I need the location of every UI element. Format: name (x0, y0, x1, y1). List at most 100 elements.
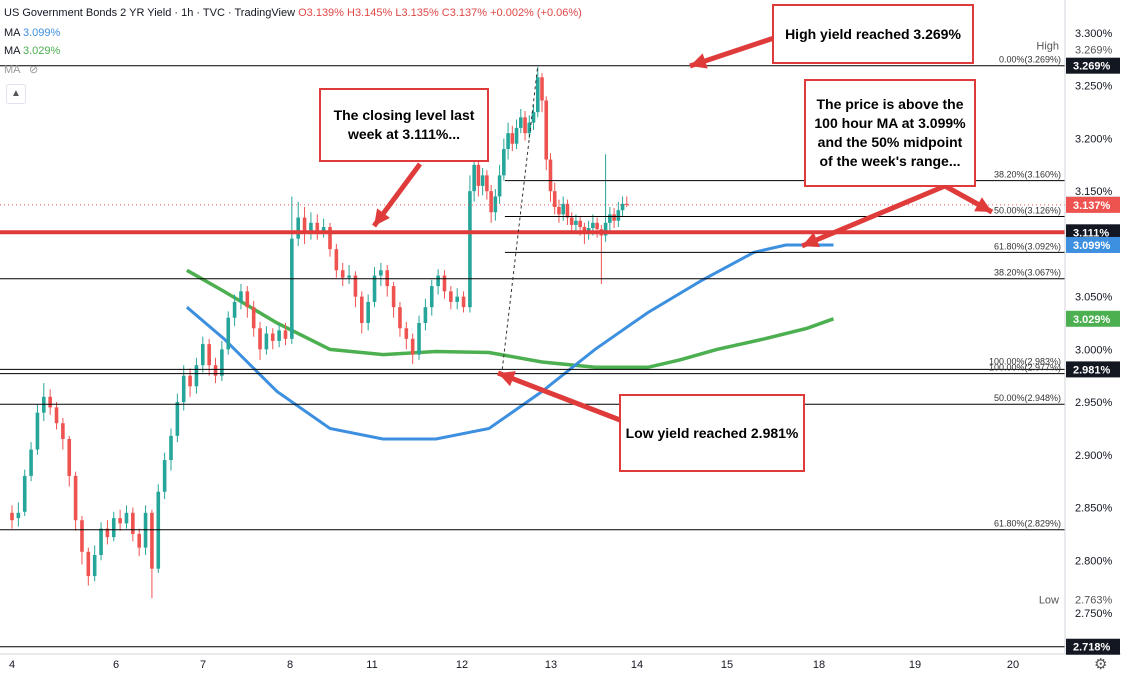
candles (10, 66, 629, 599)
candle-body (360, 296, 364, 323)
candle-body (99, 528, 103, 555)
candle-body (29, 449, 33, 476)
candle-body (162, 460, 167, 492)
candle-body (175, 402, 180, 436)
price-badge (1066, 224, 1120, 241)
candle-body (315, 222, 320, 232)
candle-body (519, 117, 523, 128)
candle-body (404, 328, 409, 339)
candle-body (480, 175, 485, 186)
price-badge (1066, 638, 1120, 655)
level-lines (0, 65, 1065, 648)
candle-body (372, 275, 377, 302)
candle-body (353, 275, 358, 297)
candle-body (302, 217, 307, 234)
ma1-value: 3.099% (22, 27, 61, 39)
candle-body (80, 520, 84, 552)
y-tick-label: 2.800% (1075, 555, 1113, 567)
candle-body (264, 333, 269, 350)
arrow-ma-head (802, 232, 820, 248)
ma2-label: MA (4, 45, 20, 57)
x-tick-label: 12 (456, 659, 468, 671)
x-tick-label: 13 (545, 659, 557, 671)
candle-body (603, 222, 608, 236)
candle-body (54, 407, 59, 424)
settings-gear-icon[interactable]: ⚙ (1094, 656, 1108, 673)
ma3-legend[interactable]: MA ⊘ (4, 63, 38, 76)
candle-body (118, 518, 122, 524)
price-badge (1066, 236, 1120, 253)
ma2-legend[interactable]: MA 3.029% (4, 45, 60, 57)
price-badge-label: 3.029% (1073, 314, 1111, 326)
candle-body (410, 338, 415, 355)
candle-body (328, 227, 332, 250)
annotation-closing: The closing level last week at 3.111%... (319, 88, 489, 162)
arrow-ma (801, 183, 946, 249)
arrow-fib50-head (974, 197, 992, 212)
candle-body (150, 512, 154, 569)
price-badge-label: 3.269% (1073, 61, 1111, 73)
candle-body (296, 217, 300, 239)
candle-body (582, 227, 587, 234)
candle-body (472, 164, 476, 192)
annotation-ma: The price is above the 100 hour MA at 3.… (804, 79, 976, 187)
candle-body (105, 528, 110, 538)
y-tick-label: 3.150% (1075, 186, 1113, 198)
candle-body (468, 191, 472, 308)
arrow-low-head (498, 371, 516, 387)
price-badge (1066, 310, 1120, 327)
trend-line (501, 65, 539, 370)
candle-body (111, 518, 116, 538)
candle-body (557, 207, 561, 215)
price-badge (1066, 361, 1120, 378)
candle-body (61, 423, 65, 439)
y-tick-label: 3.250% (1075, 81, 1113, 93)
candle-body (201, 344, 205, 366)
candle-body (531, 112, 536, 123)
candle-body (429, 286, 434, 308)
candle-body (391, 286, 396, 308)
candle-body (270, 333, 275, 341)
candle-body (258, 328, 262, 350)
candle-body (497, 175, 502, 197)
collapse-legend-button[interactable]: ▲ (6, 84, 26, 104)
price-badge (1066, 57, 1120, 74)
candle-body (137, 533, 141, 548)
fib-label: 100.00%(2.977%) (989, 363, 1061, 373)
symbol-title: US Government Bonds 2 YR Yield · 1h · TV… (4, 7, 296, 19)
candle-body (527, 122, 532, 134)
candle-body (22, 475, 27, 512)
candle-body (544, 100, 549, 160)
fib-label: 50.00%(2.948%) (994, 393, 1061, 403)
candle-body (188, 375, 192, 387)
candle-body (523, 117, 527, 134)
candle-body (506, 133, 510, 149)
fib-label: 61.80%(3.092%) (994, 241, 1061, 251)
y-tick-label: 2.950% (1075, 397, 1113, 409)
fib-label: 100.00%(2.983%) (989, 356, 1061, 366)
ma3-label: MA (4, 64, 20, 76)
candle-body (379, 270, 383, 276)
ma100-line (185, 243, 834, 441)
eye-hidden-icon[interactable]: ⊘ (28, 64, 39, 76)
candle-body (502, 149, 506, 176)
high-label: High (1036, 41, 1059, 53)
candle-body (321, 227, 326, 232)
low-label: Low (1039, 594, 1059, 606)
candle-body (595, 222, 599, 230)
candle-body (510, 133, 515, 144)
candle-body (277, 330, 281, 341)
fib-label: 0.00%(3.269%) (999, 55, 1061, 65)
x-tick-label: 18 (813, 659, 825, 671)
candle-body (48, 396, 52, 408)
high-value-label: 3.269% (1075, 45, 1113, 57)
candle-body (385, 270, 390, 287)
candle-body (625, 203, 629, 205)
y-tick-label: 3.050% (1075, 292, 1113, 304)
ma200-line (186, 268, 835, 370)
x-tick-label: 14 (631, 659, 643, 671)
ma1-legend[interactable]: MA 3.099% (4, 27, 60, 39)
